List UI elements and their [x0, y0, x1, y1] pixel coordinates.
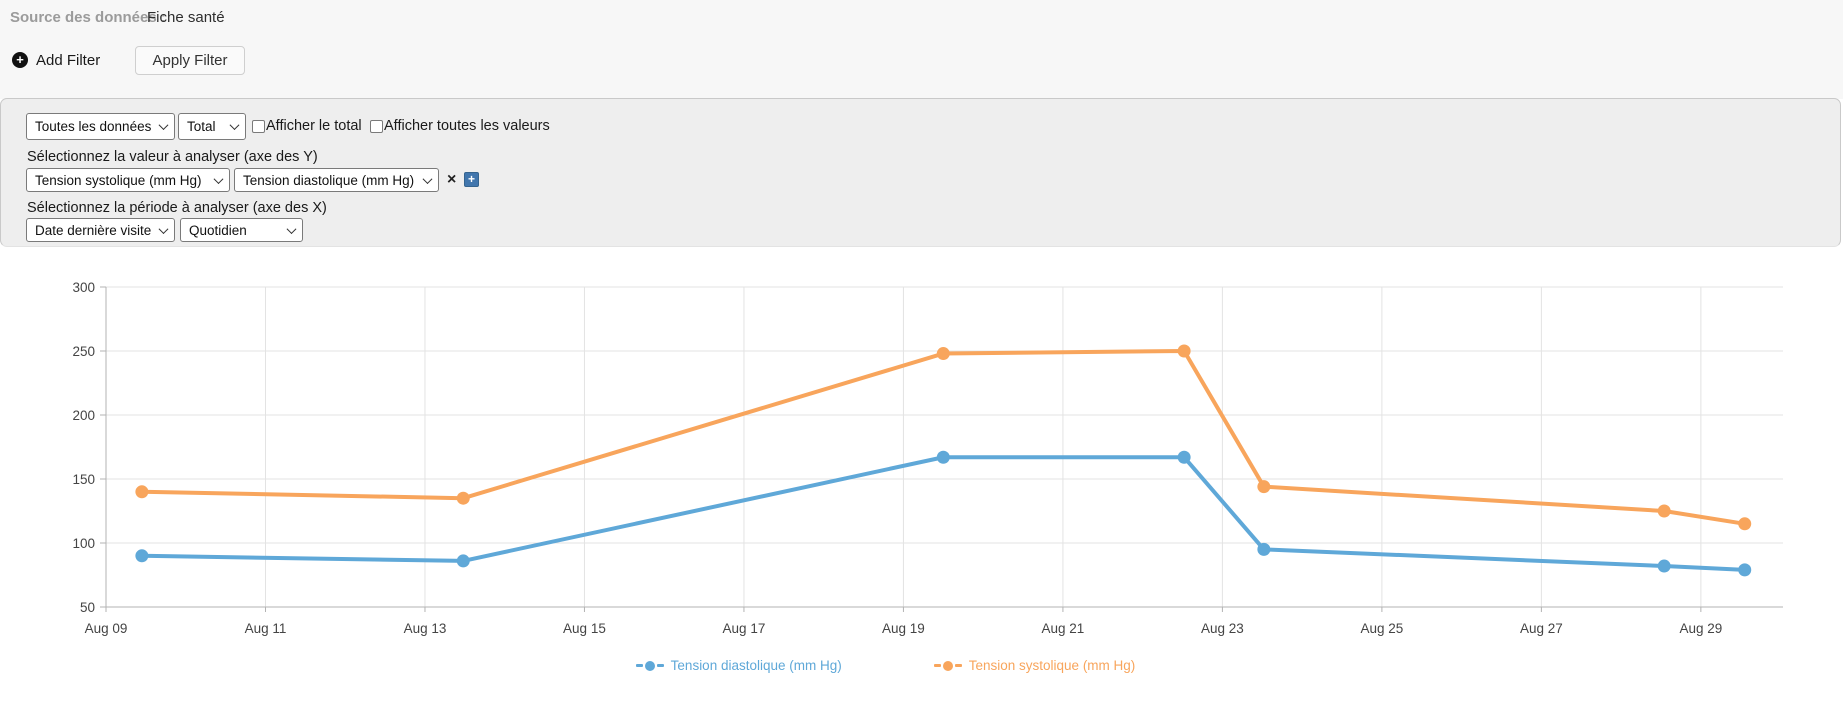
y-value-select-1-value: Tension systolique (mm Hg): [35, 172, 202, 188]
svg-text:Aug 23: Aug 23: [1201, 621, 1244, 636]
legend-item-diastolique[interactable]: Tension diastolique (mm Hg): [635, 658, 842, 673]
data-scope-select-value: Toutes les données: [35, 119, 152, 134]
chevron-down-icon: [229, 120, 240, 131]
legend-line-icon: [933, 664, 941, 667]
add-filter-label: Add Filter: [36, 51, 101, 69]
chevron-down-icon: [158, 120, 169, 131]
data-source-value: Fiche santé: [147, 9, 225, 26]
svg-text:Aug 11: Aug 11: [245, 621, 287, 636]
svg-text:Aug 21: Aug 21: [1042, 621, 1085, 636]
y-value-select-2-value: Tension diastolique (mm Hg): [243, 172, 415, 188]
chevron-down-icon: [422, 173, 433, 184]
aggregation-select-value: Total: [187, 119, 216, 134]
add-filter-button[interactable]: + Add Filter: [12, 46, 100, 74]
svg-text:Aug 19: Aug 19: [882, 621, 925, 636]
show-total-checkbox[interactable]: [252, 120, 265, 133]
line-chart-canvas: 50 100 150 200 250 300 Aug 09 Aug 11 Aug 13 Aug 1…: [72, 280, 1783, 636]
chevron-down-icon: [286, 223, 297, 234]
show-total-checkbox-label: Afficher le total: [266, 118, 362, 134]
svg-text:Aug 13: Aug 13: [404, 621, 447, 636]
data-scope-select[interactable]: Toutes les données: [26, 113, 175, 140]
legend-line-icon: [954, 664, 962, 667]
svg-text:Aug 17: Aug 17: [723, 621, 766, 636]
x-period-select-value: Date dernière visite: [35, 222, 152, 238]
svg-text:Aug 15: Aug 15: [563, 621, 606, 636]
x-axis-section-label: Sélectionnez la période à analyser (axe …: [27, 200, 327, 216]
svg-text:200: 200: [72, 408, 95, 423]
filter-panel: Toutes les données Total Afficher le tot…: [0, 98, 1841, 247]
data-source-label: Source des données :: [10, 9, 166, 26]
remove-series-icon[interactable]: ×: [447, 171, 457, 188]
add-series-button[interactable]: +: [464, 172, 479, 187]
apply-filter-button[interactable]: Apply Filter: [135, 46, 245, 75]
legend-line-icon: [635, 664, 643, 667]
svg-text:Aug 29: Aug 29: [1679, 621, 1722, 636]
aggregation-select[interactable]: Total: [178, 113, 246, 140]
legend-dot-icon: [644, 660, 655, 671]
chevron-down-icon: [158, 223, 169, 234]
y-value-select-2[interactable]: Tension diastolique (mm Hg): [234, 168, 439, 192]
svg-text:Aug 25: Aug 25: [1360, 621, 1403, 636]
header-bar: Source des données : Fiche santé + Add F…: [0, 0, 1843, 99]
legend-label: Tension systolique (mm Hg): [968, 658, 1136, 673]
svg-text:50: 50: [80, 600, 95, 615]
x-period-select[interactable]: Date dernière visite: [26, 218, 175, 242]
legend-line-icon: [656, 664, 664, 667]
x-interval-select[interactable]: Quotidien: [180, 218, 303, 242]
blood-pressure-chart: 50 100 150 200 250 300 Aug 09 Aug 11 Aug 13 Aug 1…: [0, 247, 1843, 706]
legend-dot-icon: [942, 660, 953, 671]
svg-text:250: 250: [72, 344, 95, 359]
legend-label: Tension diastolique (mm Hg): [670, 658, 842, 673]
show-all-values-checkbox-label: Afficher toutes les valeurs: [384, 118, 550, 134]
svg-text:Aug 09: Aug 09: [85, 621, 128, 636]
plus-circle-icon: +: [12, 52, 28, 68]
show-all-values-checkbox[interactable]: [370, 120, 383, 133]
svg-text:300: 300: [72, 280, 95, 295]
legend-item-systolique[interactable]: Tension systolique (mm Hg): [933, 658, 1136, 673]
svg-text:100: 100: [72, 536, 95, 551]
y-axis-section-label: Sélectionnez la valeur à analyser (axe d…: [27, 149, 318, 165]
y-value-select-1[interactable]: Tension systolique (mm Hg): [26, 168, 230, 192]
svg-text:Aug 27: Aug 27: [1520, 621, 1563, 636]
svg-text:150: 150: [72, 472, 95, 487]
chevron-down-icon: [213, 173, 224, 184]
chart-legend: Tension diastolique (mm Hg) Tension syst…: [0, 658, 1807, 673]
x-interval-select-value: Quotidien: [189, 222, 247, 238]
